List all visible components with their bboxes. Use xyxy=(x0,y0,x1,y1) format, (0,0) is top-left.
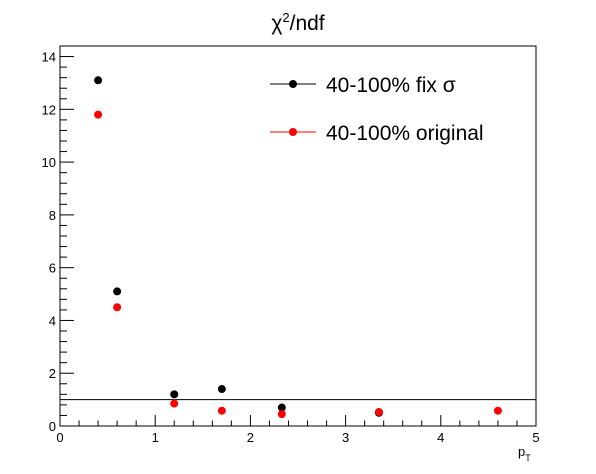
title-rest: /ndf xyxy=(290,12,325,35)
y-tick-label: 0 xyxy=(49,419,56,434)
original-point xyxy=(277,410,286,419)
original-point xyxy=(170,399,179,408)
y-tick-label: 10 xyxy=(42,155,56,170)
original-point xyxy=(94,110,103,119)
x-axis-label: pT xyxy=(518,444,531,463)
legend-label: 40-100% original xyxy=(326,122,484,145)
title-superscript: 2 xyxy=(282,10,289,25)
legend-marker xyxy=(289,128,297,136)
x-tick-label: 1 xyxy=(152,430,159,445)
legend-marker xyxy=(289,80,297,88)
fix-sigma-point xyxy=(170,390,179,399)
x-tick-label: 0 xyxy=(56,430,63,445)
legend-label: 40-100% fix σ xyxy=(326,74,456,97)
y-tick-label: 12 xyxy=(42,102,56,117)
fix-sigma-point xyxy=(94,76,103,85)
x-axis-label-subscript: T xyxy=(525,453,531,463)
fix-sigma-point xyxy=(217,385,226,394)
original-point xyxy=(217,406,226,415)
y-tick-label: 2 xyxy=(49,366,56,381)
y-tick-label: 4 xyxy=(49,313,56,328)
y-tick-label: 8 xyxy=(49,208,56,223)
fix-sigma-point xyxy=(277,403,286,412)
x-tick-label: 5 xyxy=(532,430,539,445)
x-tick-label: 4 xyxy=(437,430,444,445)
legend: 40-100% fix σ 40-100% original xyxy=(270,74,484,145)
title-base: χ xyxy=(271,12,282,35)
y-tick-label: 14 xyxy=(42,50,56,65)
chart-title: χ2/ndf xyxy=(271,10,324,35)
x-axis-label-main: p xyxy=(518,444,525,459)
data-points xyxy=(94,76,502,419)
original-point xyxy=(374,408,383,417)
original-point xyxy=(113,303,122,312)
x-tick-label: 2 xyxy=(247,430,254,445)
x-tick-label: 3 xyxy=(342,430,349,445)
plot-frame xyxy=(59,45,537,427)
y-tick-label: 6 xyxy=(49,261,56,276)
original-point xyxy=(493,406,502,415)
fix-sigma-point xyxy=(113,287,122,296)
